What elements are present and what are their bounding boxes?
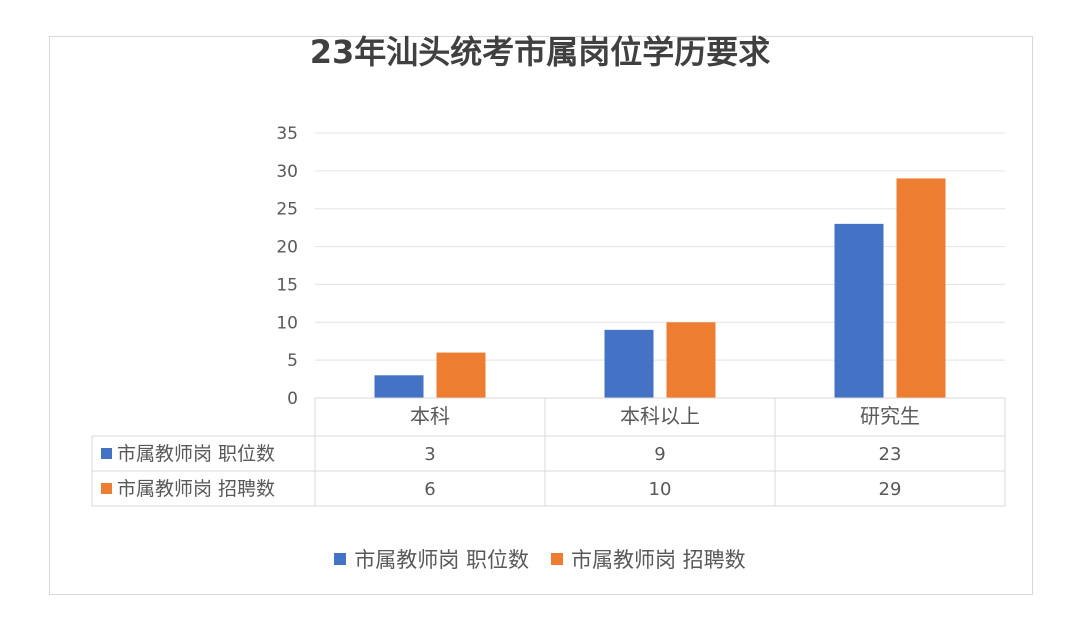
bar: [374, 375, 424, 398]
y-tick-label: 20: [276, 238, 298, 258]
legend-swatch: [551, 553, 563, 565]
legend-label: 市属教师岗 招聘数: [571, 548, 746, 572]
category-label: 本科: [410, 404, 450, 428]
table-cell-value: 6: [424, 479, 435, 500]
bar: [604, 329, 654, 398]
table-legend-key: [101, 483, 112, 494]
table-cell-value: 29: [879, 479, 902, 500]
y-tick-label: 30: [276, 162, 298, 182]
bar: [666, 322, 716, 398]
y-tick-label: 0: [287, 389, 298, 409]
table-cell-value: 10: [649, 479, 672, 500]
bar: [436, 352, 486, 398]
y-tick-label: 5: [287, 351, 298, 371]
table-cell-value: 23: [879, 444, 902, 465]
y-axis-ticks: 0 5 10 15 20 25 30 35: [276, 124, 298, 409]
y-tick-label: 35: [276, 124, 298, 144]
category-label: 研究生: [860, 404, 920, 428]
legend: 市属教师岗 职位数 市属教师岗 招聘数: [0, 544, 1080, 574]
bar: [896, 178, 946, 398]
bar: [834, 223, 884, 398]
legend-label: 市属教师岗 职位数: [354, 548, 529, 572]
y-tick-label: 15: [276, 275, 298, 295]
category-label: 本科以上: [620, 404, 700, 428]
gridlines: [315, 132, 1005, 399]
chart-title: 23年汕头统考市属岗位学历要求: [309, 33, 771, 71]
y-tick-label: 10: [276, 313, 298, 333]
legend-item: 市属教师岗 招聘数: [551, 544, 746, 574]
table-series-name: 市属教师岗 招聘数: [117, 478, 275, 500]
legend-swatch: [334, 553, 347, 565]
table-legend-key: [101, 448, 112, 459]
table-cell-value: 3: [424, 444, 435, 465]
y-tick-label: 25: [276, 200, 298, 220]
bars: [374, 178, 946, 398]
table-cell-value: 9: [654, 444, 665, 465]
legend-item: 市属教师岗 职位数: [334, 544, 529, 574]
table-series-name: 市属教师岗 职位数: [117, 443, 275, 465]
